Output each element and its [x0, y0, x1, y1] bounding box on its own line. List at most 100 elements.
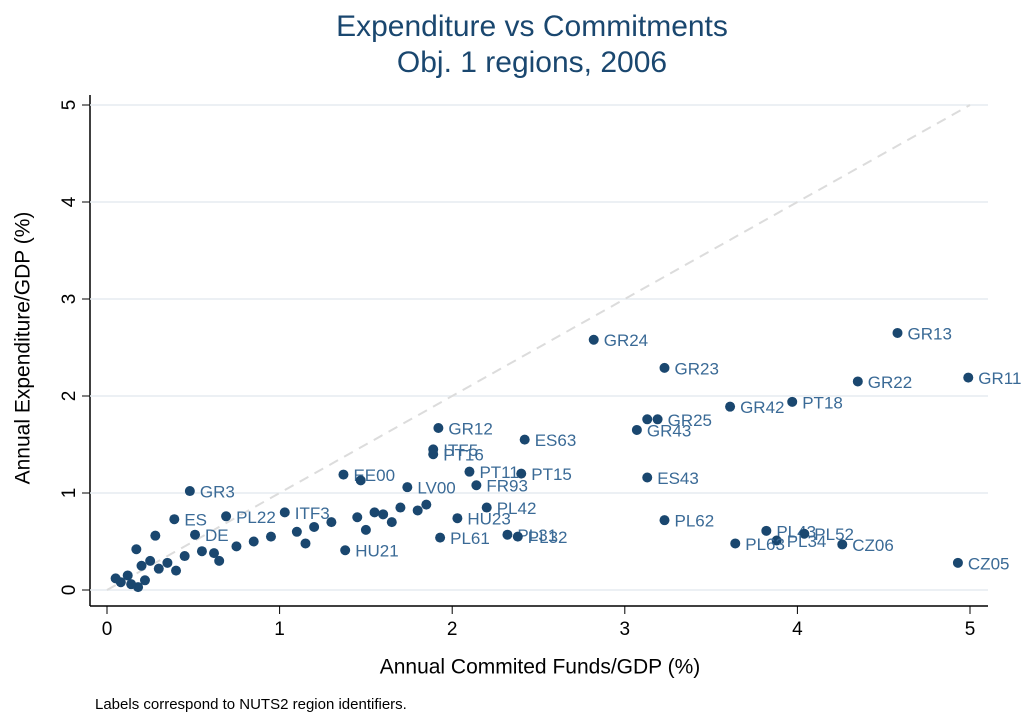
point [162, 557, 173, 568]
point [512, 531, 523, 542]
point [659, 515, 670, 526]
point [516, 468, 527, 479]
point-label: GR24 [604, 331, 648, 350]
point-label: PL63 [745, 535, 785, 554]
point-label: HU23 [467, 510, 510, 529]
note: Labels correspond to NUTS2 region identi… [95, 696, 407, 713]
point-label: PL61 [450, 529, 490, 548]
point-label: GR43 [647, 421, 691, 440]
point-label: PL34 [787, 532, 827, 551]
point-label: GR3 [200, 483, 235, 502]
x-axis-label: Annual Commited Funds/GDP (%) [380, 656, 701, 679]
point [642, 414, 653, 425]
point [402, 482, 413, 493]
point [642, 472, 653, 483]
point [153, 563, 164, 574]
point [136, 560, 147, 571]
point-label: PT18 [802, 393, 843, 412]
point [169, 514, 180, 525]
point [131, 544, 142, 555]
y-tick-label: 4 [59, 196, 80, 207]
x-tick-label: 5 [965, 619, 976, 640]
point-label: PL22 [236, 508, 276, 527]
point [761, 525, 772, 536]
point [360, 524, 371, 535]
chart-title: Expenditure vs Commitments [336, 10, 728, 43]
point [190, 529, 201, 540]
point [309, 521, 320, 532]
point [196, 546, 207, 557]
point-label: PL42 [497, 499, 537, 518]
point [145, 555, 156, 566]
point-label: PL31 [517, 526, 557, 545]
point [952, 557, 963, 568]
x-tick-label: 1 [274, 619, 285, 640]
point-label: PT15 [531, 465, 572, 484]
x-tick-label: 2 [447, 619, 458, 640]
y-axis-label: Annual Expenditure/GDP (%) [12, 212, 35, 485]
point [110, 573, 121, 584]
point [837, 539, 848, 550]
point [435, 532, 446, 543]
point-label: PT16 [443, 446, 484, 465]
point [209, 548, 220, 559]
point [214, 555, 225, 566]
point [892, 327, 903, 338]
point [126, 579, 137, 590]
point-label: ES [184, 511, 207, 530]
point-label: GR11 [978, 369, 1021, 388]
point [300, 538, 311, 549]
point-label: GR23 [674, 359, 718, 378]
point [291, 526, 302, 537]
x-tick-label: 0 [102, 619, 113, 640]
point-label: GR22 [868, 373, 912, 392]
point [588, 334, 599, 345]
point-label: LV00 [417, 479, 455, 498]
point [184, 486, 195, 497]
point-label: PL32 [528, 528, 568, 547]
point-label: GR12 [448, 419, 492, 438]
point [378, 509, 389, 520]
point [150, 530, 161, 541]
point [171, 565, 182, 576]
chart-title: Obj. 1 regions, 2006 [397, 46, 667, 79]
reference-line [106, 104, 971, 591]
y-tick-label: 5 [59, 100, 80, 111]
point [433, 423, 444, 434]
point [652, 414, 663, 425]
point [631, 424, 642, 435]
point [412, 505, 423, 516]
point [852, 376, 863, 387]
point-label: ITF3 [295, 504, 330, 523]
point [659, 362, 670, 373]
x-tick-label: 4 [792, 619, 803, 640]
point [519, 434, 530, 445]
y-tick-label: 0 [59, 585, 80, 596]
point-label: ITF5 [443, 441, 478, 460]
point-label: HU21 [355, 542, 398, 561]
point [326, 517, 337, 528]
point [799, 528, 810, 539]
point-label: DE [205, 526, 229, 545]
point [471, 480, 482, 491]
point [386, 517, 397, 528]
point [352, 512, 363, 523]
point [730, 538, 741, 549]
point-label: CZ05 [968, 554, 1010, 573]
point-label: FR93 [486, 477, 528, 496]
point [221, 511, 232, 522]
point [248, 536, 259, 547]
point [265, 531, 276, 542]
y-tick-label: 3 [59, 294, 80, 305]
point-label: PT11 [479, 463, 518, 482]
point [963, 372, 974, 383]
point-label: ES63 [535, 431, 577, 450]
point [428, 444, 439, 455]
point [279, 507, 290, 518]
y-tick-label: 1 [59, 488, 80, 499]
point [502, 529, 513, 540]
point-label: GR25 [668, 411, 712, 430]
point [395, 502, 406, 513]
y-tick-label: 2 [59, 391, 80, 402]
point-label: GR42 [740, 398, 784, 417]
